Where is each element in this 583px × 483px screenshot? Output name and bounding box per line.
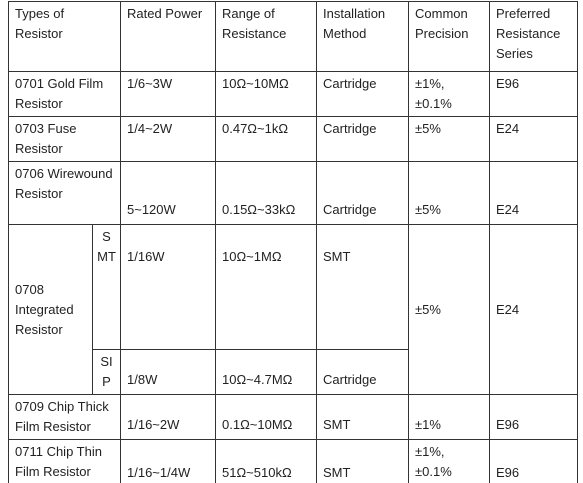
row: 0709 Chip Thick Film Resistor 1/16~2W 0.… <box>8 394 578 440</box>
cell: 5~120W <box>120 161 216 225</box>
cell: 1/6~3W <box>120 71 216 117</box>
cell: 51Ω~510kΩ <box>215 439 317 483</box>
cell: ±1%, ±0.1% <box>408 439 490 483</box>
cell: 1/16W <box>120 224 216 350</box>
cell: E24 <box>489 116 578 162</box>
sub-type-cell: SIP <box>92 349 121 395</box>
cell: ±1%, ±0.1% <box>408 71 490 117</box>
header-cell: Common Precision <box>408 1 490 72</box>
cell: 10Ω~1MΩ <box>215 224 317 350</box>
row: 0708 Integrated Resistor SMT 1/16W 10Ω~1… <box>8 224 578 395</box>
row: 0701 Gold Film Resistor 1/6~3W 10Ω~10MΩ … <box>8 71 578 117</box>
row: 0703 Fuse Resistor 1/4~2W 0.47Ω~1kΩ Cart… <box>8 116 578 162</box>
cell: ±5% <box>408 224 490 395</box>
header-cell: Types of Resistor <box>8 1 121 72</box>
cell: 0708 Integrated Resistor <box>8 224 93 395</box>
cell: 0711 Chip Thin Film Resistor <box>8 439 121 483</box>
cell: SMT <box>316 394 409 440</box>
cell: ±5% <box>408 116 490 162</box>
cell: 1/16~1/4W <box>120 439 216 483</box>
cell: 0709 Chip Thick Film Resistor <box>8 394 121 440</box>
cell: 0.15Ω~33kΩ <box>215 161 317 225</box>
cell: Cartridge <box>316 161 409 225</box>
cell: Cartridge <box>316 116 409 162</box>
cell: E96 <box>489 71 578 117</box>
sub-type-cell: SMT <box>92 224 121 350</box>
cell: E24 <box>489 161 578 225</box>
cell: 10Ω~10MΩ <box>215 71 317 117</box>
cell: 1/4~2W <box>120 116 216 162</box>
cell: 1/16~2W <box>120 394 216 440</box>
cell: 0.1Ω~10MΩ <box>215 394 317 440</box>
cell: ±1% <box>408 394 490 440</box>
cell: 0.47Ω~1kΩ <box>215 116 317 162</box>
cell: SMT <box>316 224 409 350</box>
row: 0706 Wirewound Resistor 5~120W 0.15Ω~33k… <box>8 161 578 225</box>
cell: 1/8W <box>120 349 216 395</box>
cell: 10Ω~4.7MΩ <box>215 349 317 395</box>
cell: 0706 Wirewound Resistor <box>8 161 121 225</box>
row: SIP 1/8W 10Ω~4.7MΩ Cartridge <box>9 349 578 395</box>
cell: 0703 Fuse Resistor <box>8 116 121 162</box>
cell: E96 <box>489 394 578 440</box>
header-row: Types of Resistor Rated Power Range of R… <box>8 1 578 72</box>
cell: Cartridge <box>316 349 409 395</box>
resistor-table: Types of Resistor Rated Power Range of R… <box>8 1 578 483</box>
cell: 0701 Gold Film Resistor <box>8 71 121 117</box>
cell: Cartridge <box>316 71 409 117</box>
cell: E24 <box>489 224 578 395</box>
cell: E96 <box>489 439 578 483</box>
header-cell: Preferred Resistance Series <box>489 1 578 72</box>
row: 0711 Chip Thin Film Resistor 1/16~1/4W 5… <box>8 439 578 483</box>
header-cell: Range of Resistance <box>215 1 317 72</box>
cell: ±5% <box>408 161 490 225</box>
cell: SMT <box>316 439 409 483</box>
header-cell: Installation Method <box>316 1 409 72</box>
header-cell: Rated Power <box>120 1 216 72</box>
